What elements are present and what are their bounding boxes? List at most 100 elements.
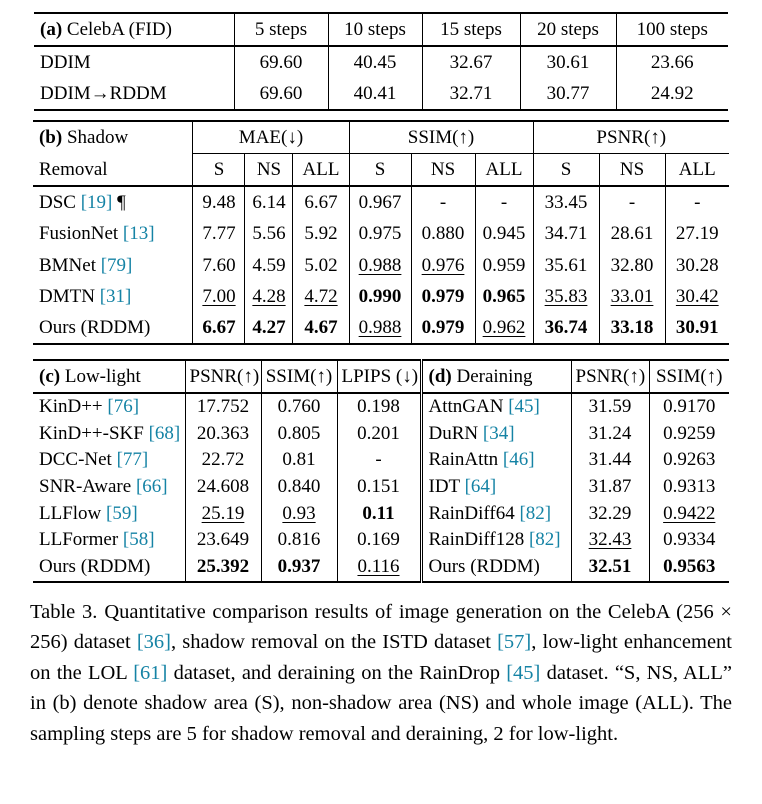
text-span: , shadow removal on the ISTD dataset <box>170 631 498 654</box>
value-cell: 0.151 <box>336 473 421 501</box>
text-span: 9.48 <box>202 192 236 214</box>
column-header: 10 steps <box>327 13 422 48</box>
value-cell: 0.962 <box>474 311 534 344</box>
citation-link[interactable]: [19] <box>80 192 113 214</box>
paper-page: (a) CelebA (FID) 5 steps 10 steps 15 steps 2… <box>30 12 732 750</box>
method-cell: KinD++ [76] <box>33 393 185 421</box>
table-row: DCC-Net [77] 22.72 0.81 - RainAttn [46] 31.44… <box>33 447 729 474</box>
text-span: (a) <box>40 19 63 40</box>
text-span: NS <box>256 159 282 181</box>
value-cell: 30.61 <box>519 46 616 79</box>
text-span: 0.9422 <box>663 502 716 524</box>
text-span: dataset. “S, NS, ALL” in (b) denote shad… <box>30 661 732 745</box>
value-cell: 0.805 <box>260 420 337 448</box>
text-span: 0.116 <box>357 555 400 577</box>
citation-link[interactable]: [58] <box>122 529 155 551</box>
citation-link[interactable]: [45] <box>506 661 541 684</box>
text-span: Ours (RDDM) <box>428 555 540 577</box>
value-cell: 25.19 <box>184 500 261 528</box>
text-span: - <box>694 192 701 214</box>
citation-link[interactable]: [79] <box>100 254 133 276</box>
citation-link[interactable]: [34] <box>482 422 515 444</box>
text-span: 5.02 <box>304 254 338 276</box>
value-cell: 31.87 <box>570 473 649 501</box>
text-span: LPIPS (↓) <box>341 365 419 387</box>
text-span: 34.71 <box>544 223 588 245</box>
text-span: S <box>213 159 225 181</box>
text-span: SSIM(↑) <box>407 127 475 149</box>
text-span: MAE(↓) <box>238 127 304 149</box>
text-span: 0.805 <box>277 422 321 444</box>
method-cell: LLFlow [59] <box>33 501 185 528</box>
citation-link[interactable]: [64] <box>464 475 497 497</box>
text-span: 4.72 <box>304 285 338 307</box>
text-span: ALL <box>302 159 340 181</box>
citation-link[interactable]: [46] <box>502 449 535 471</box>
method-cell: (a) CelebA (FID) <box>34 13 234 48</box>
citation-link[interactable]: [76] <box>107 395 140 417</box>
text-span: 0.840 <box>277 475 321 497</box>
text-span: 0.976 <box>421 254 465 276</box>
citation-link[interactable]: [68] <box>148 422 181 444</box>
method-cell: AttnGAN [45] <box>419 392 571 421</box>
text-span: DCC-Net <box>39 449 117 471</box>
citation-link[interactable]: [36] <box>136 631 171 654</box>
value-cell: 31.44 <box>570 447 649 474</box>
citation-link[interactable]: [61] <box>133 661 168 684</box>
column-header: ALL <box>664 153 730 188</box>
citation-link[interactable]: [31] <box>99 285 132 307</box>
text-span: 32.43 <box>588 529 632 551</box>
method-cell: Ours (RDDM) <box>33 554 185 582</box>
text-span: 24.608 <box>196 475 250 497</box>
citation-link[interactable]: [45] <box>508 395 540 417</box>
text-span: 7.00 <box>202 285 236 307</box>
citation-link[interactable]: [77] <box>116 449 149 471</box>
text-span: LLFlow <box>39 502 107 524</box>
value-cell: 0.880 <box>410 218 476 250</box>
method-cell: FusionNet [13] <box>33 218 193 249</box>
value-cell: 7.60 <box>192 249 245 281</box>
text-span: 25.392 <box>196 555 250 577</box>
text-span: RainAttn <box>428 449 503 471</box>
citation-link[interactable]: [66] <box>135 475 168 497</box>
citation-link[interactable]: [59] <box>106 502 138 524</box>
citation-link[interactable]: [82] <box>528 529 561 551</box>
value-cell: 4.67 <box>292 311 350 344</box>
header-row: (a) CelebA (FID) 5 steps 10 steps 15 steps 2… <box>34 13 728 48</box>
text-span: 0.988 <box>358 254 402 276</box>
value-cell: 0.201 <box>336 420 421 448</box>
text-span: 28.61 <box>610 223 654 245</box>
text-span: 17.752 <box>196 395 250 417</box>
table-caption: Table 3. Quantitative comparison results … <box>30 597 732 750</box>
method-cell: Ours (RDDM) <box>33 312 193 344</box>
table-row: DDIM→RDDM 69.60 40.41 32.71 30.77 24.92 <box>34 78 728 111</box>
value-cell: 31.24 <box>570 420 649 448</box>
value-cell: 6.67 <box>292 186 350 219</box>
text-span: LLFormer <box>39 529 123 551</box>
column-header: 5 steps <box>233 13 328 48</box>
text-span: 69.60 <box>259 52 303 74</box>
table-row: LLFormer [58] 23.649 0.816 0.169 RainDiff128… <box>33 527 729 554</box>
text-span: 35.61 <box>544 254 588 276</box>
value-cell: 24.92 <box>615 78 728 111</box>
citation-link[interactable]: [82] <box>519 502 552 524</box>
text-span: DMTN <box>38 285 100 307</box>
value-cell: 40.45 <box>327 46 422 79</box>
value-cell: 35.83 <box>532 280 600 312</box>
text-span: Table 3. <box>30 600 98 623</box>
value-cell: 22.72 <box>184 447 261 474</box>
table-row: Ours (RDDM) 25.392 0.937 0.116 Ours (RDDM) 32… <box>33 553 729 582</box>
value-cell: - <box>336 447 421 474</box>
text-span: 15 steps <box>440 19 502 40</box>
citation-link[interactable]: [13] <box>122 223 155 245</box>
text-span: 0.9313 <box>663 475 716 497</box>
text-span: 0.962 <box>482 316 526 338</box>
text-span: 30.61 <box>546 52 590 74</box>
value-cell: 6.14 <box>244 186 293 219</box>
text-span: Ours (RDDM) <box>39 555 151 577</box>
text-span: 100 steps <box>636 19 708 40</box>
value-cell: 0.965 <box>474 280 534 312</box>
method-cell: IDT [64] <box>419 473 571 501</box>
text-span: 32.71 <box>449 83 493 105</box>
citation-link[interactable]: [57] <box>497 631 532 654</box>
